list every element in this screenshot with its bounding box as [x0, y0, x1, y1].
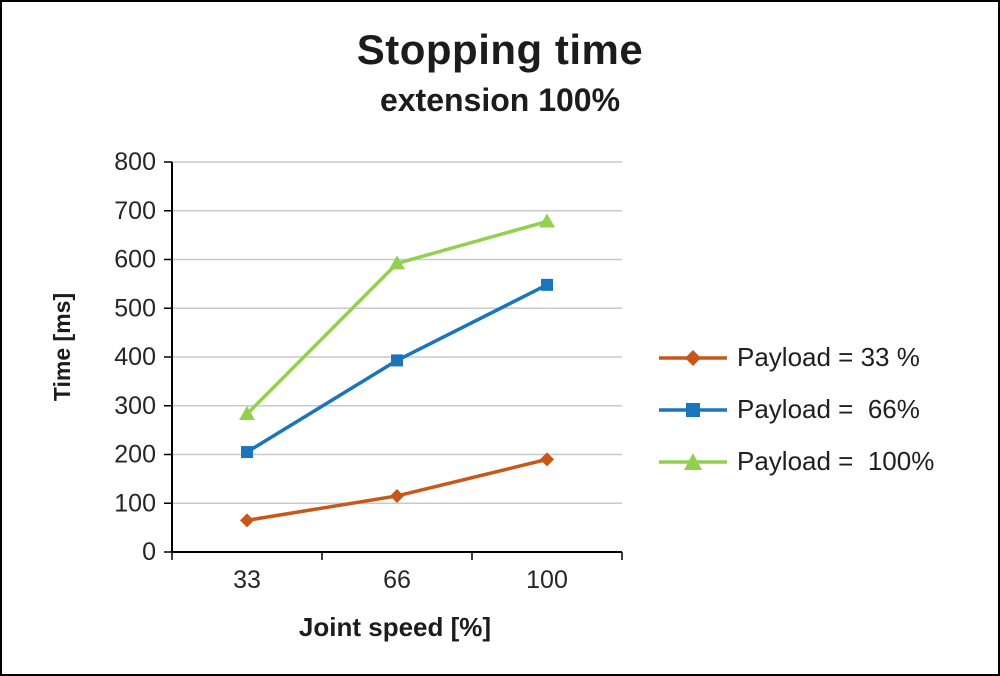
svg-text:100: 100 — [114, 489, 156, 517]
plot-area: 0 100 200 300 400 500 600 700 800 33 66 100 — [114, 150, 623, 594]
svg-text:400: 400 — [114, 343, 156, 371]
chart-subtitle: extension 100% — [379, 82, 621, 118]
svg-text:300: 300 — [114, 392, 156, 420]
svg-text:200: 200 — [114, 441, 156, 469]
svg-text:500: 500 — [114, 294, 156, 322]
x-axis-title: Joint speed [%] — [298, 612, 492, 642]
legend-label: Payload = 33 % — [737, 342, 920, 372]
legend-label: Payload = 100% — [737, 446, 935, 476]
legend: Payload = 33 % Payload = 66% Payload = 1… — [657, 340, 934, 479]
legend-label: Payload = 66% — [737, 394, 920, 424]
svg-text:100: 100 — [526, 566, 568, 594]
y-axis-title: Time [ms] — [49, 292, 75, 402]
svg-text:700: 700 — [114, 197, 156, 225]
chart-title: Stopping time — [356, 26, 644, 73]
legend-key-triangle-icon — [659, 452, 727, 470]
legend-item: Payload = 33 % — [657, 340, 934, 375]
svg-text:0: 0 — [142, 538, 156, 566]
svg-text:33: 33 — [233, 566, 261, 594]
svg-text:600: 600 — [114, 246, 156, 274]
legend-key-diamond-icon — [659, 349, 727, 366]
legend-key-square-icon — [659, 402, 727, 417]
svg-text:800: 800 — [114, 150, 156, 176]
legend-item: Payload = 66% — [657, 392, 934, 427]
svg-text:66: 66 — [383, 566, 411, 594]
legend-item: Payload = 100% — [657, 444, 934, 479]
